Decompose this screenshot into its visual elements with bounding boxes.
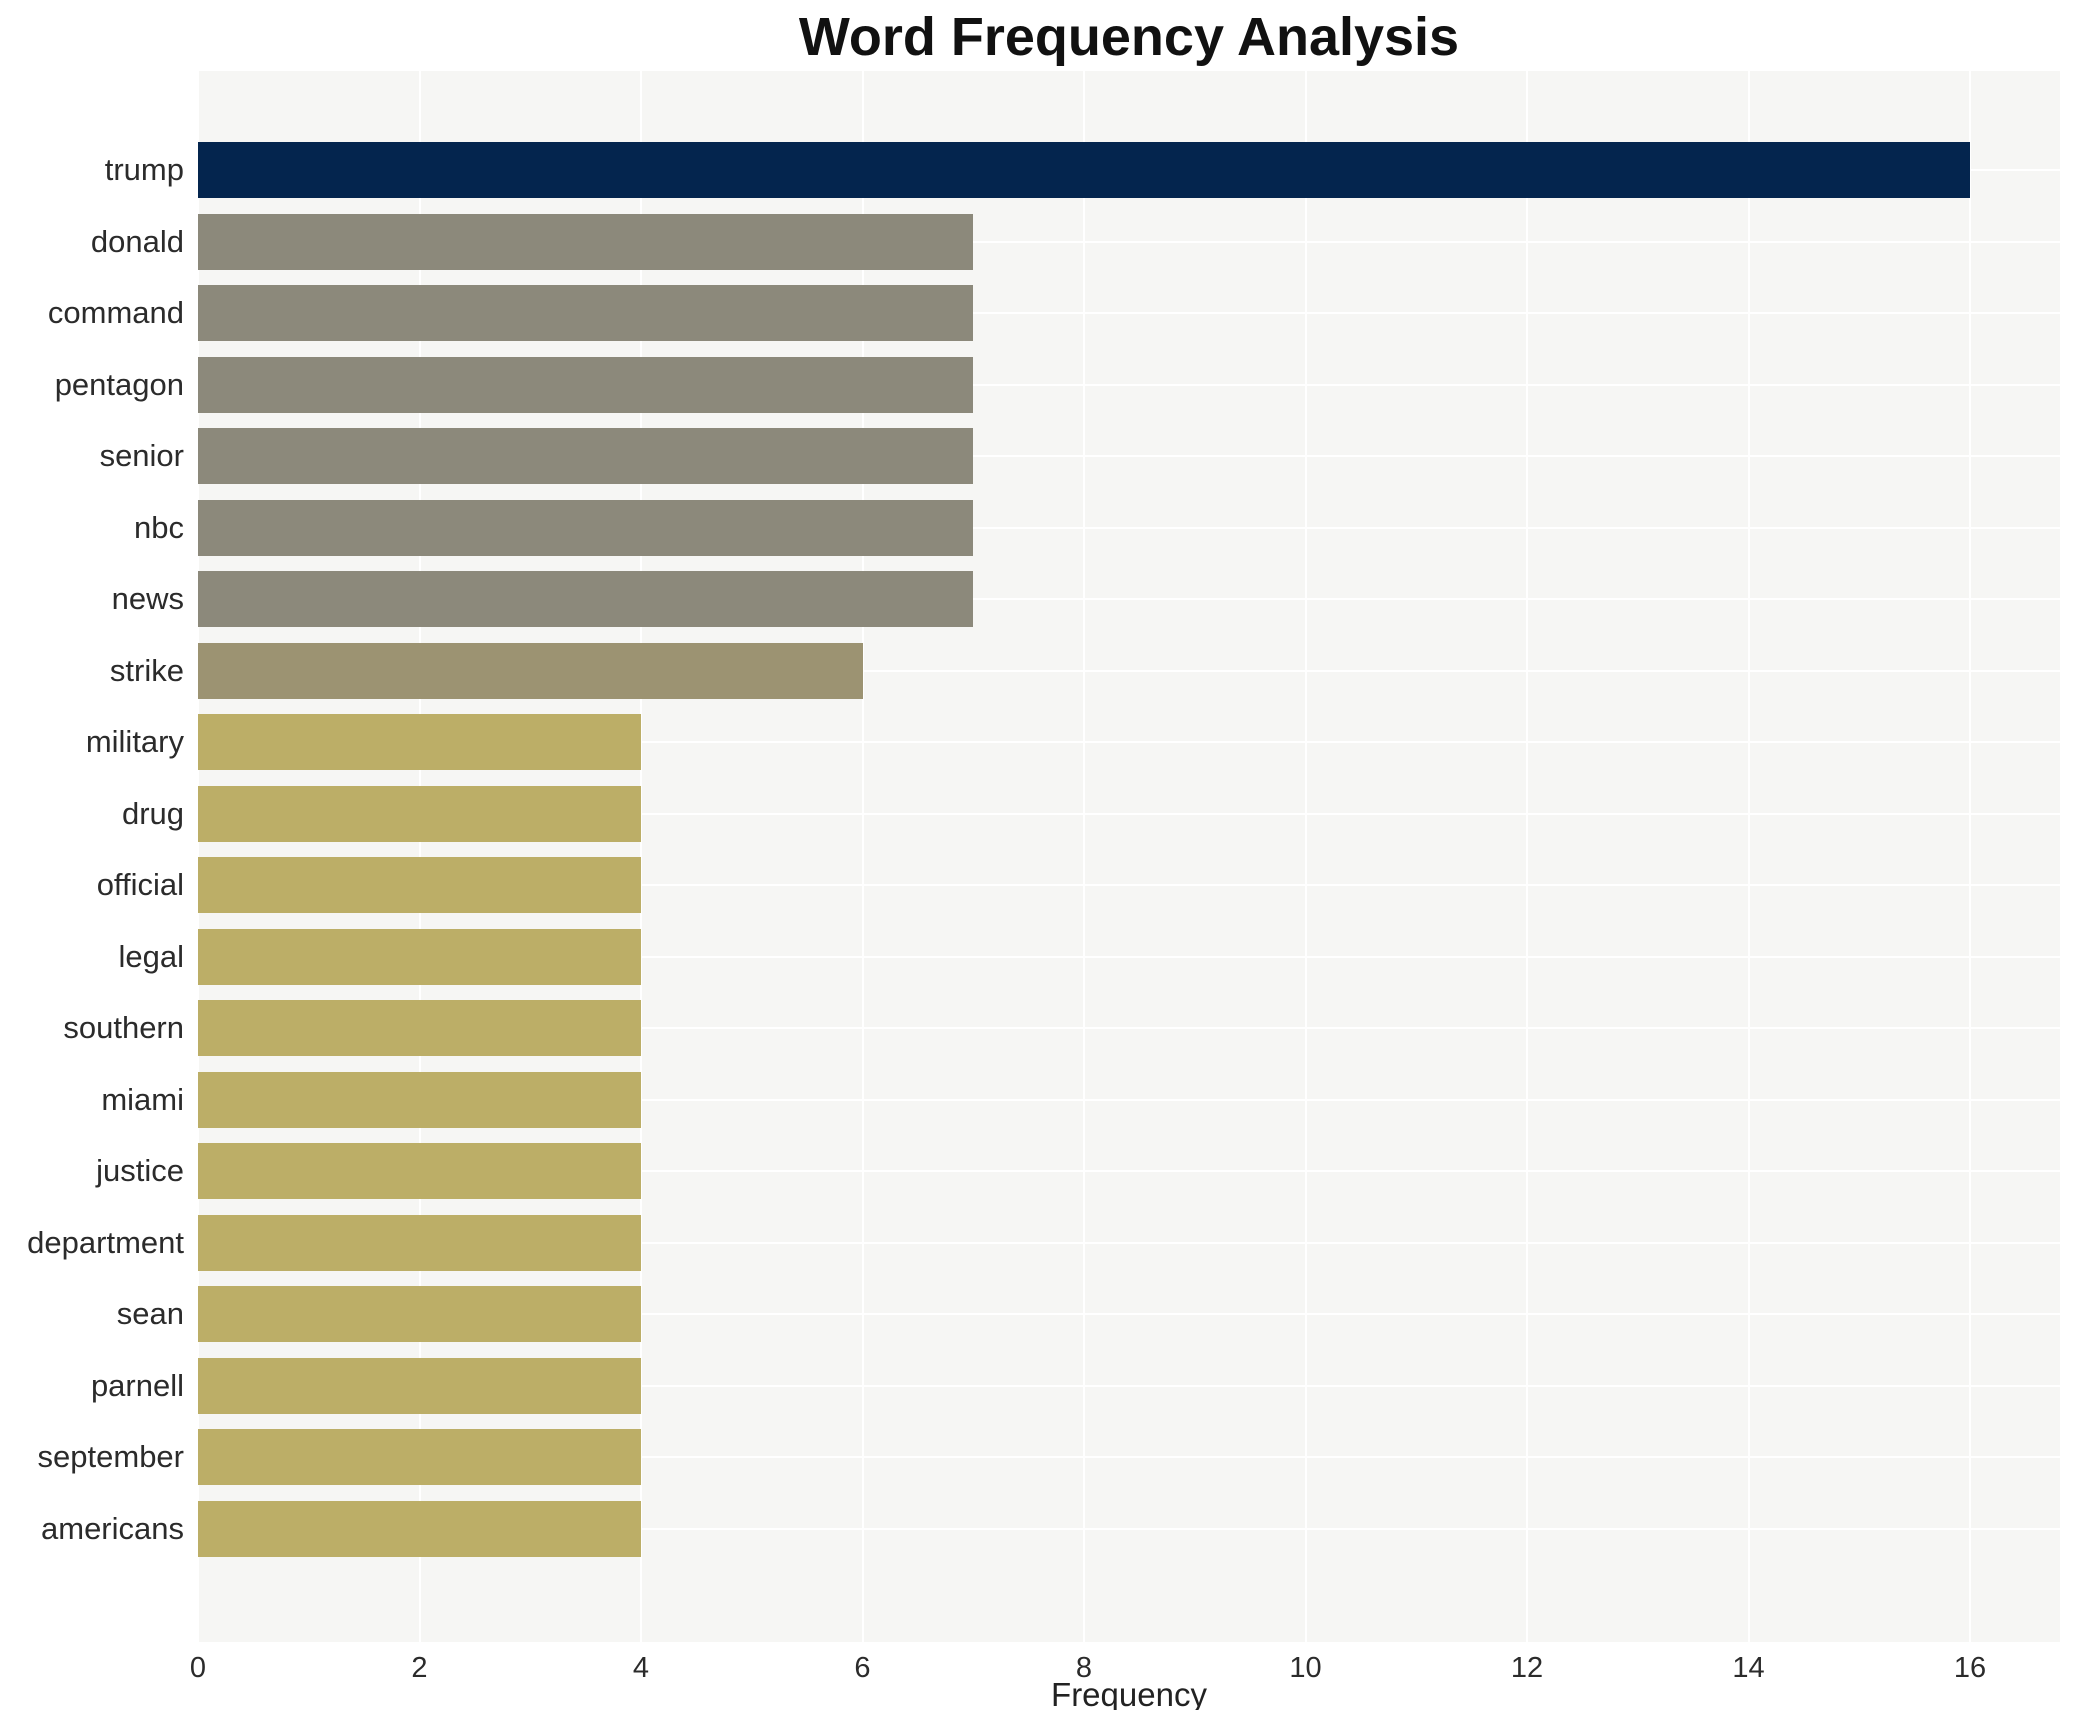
y-tick-label-news: news: [111, 581, 184, 616]
chart-title: Word Frequency Analysis: [798, 7, 1460, 67]
v-gridline-14: [1747, 71, 1750, 1642]
x-tick-label-2: 2: [411, 1652, 428, 1684]
x-tick-label-4: 4: [632, 1652, 650, 1684]
y-tick-label-nbc: nbc: [134, 509, 184, 545]
h-gridline-parnell: [198, 1384, 2060, 1387]
bar-pentagon: [198, 356, 974, 413]
h-gridline-september: [198, 1456, 2060, 1458]
x-tick-label-6: 6: [854, 1652, 871, 1684]
v-gridline-8: [1083, 71, 1085, 1642]
x-tick-label-16: 16: [1953, 1652, 1987, 1684]
v-gridline-0: [197, 71, 199, 1642]
h-gridline-nbc: [198, 526, 2060, 529]
y-tick-label-justice: justice: [96, 1153, 184, 1188]
y-tick-label-sean: sean: [116, 1296, 184, 1331]
bar-military: [198, 714, 641, 770]
h-gridline-department: [198, 1241, 2060, 1244]
y-tick-label-official: official: [96, 867, 184, 902]
y-tick-label-senior: senior: [99, 438, 184, 473]
bar-september: [198, 1429, 641, 1485]
plot-panel: [197, 71, 2060, 1642]
bar-drug: [198, 785, 641, 842]
x-tick-label-8: 8: [1075, 1652, 1093, 1684]
bar-official: [198, 857, 641, 913]
v-gridline-16: [1969, 71, 1971, 1642]
bar-nbc: [198, 499, 974, 556]
h-gridline-strike: [198, 669, 2060, 672]
bar-justice: [198, 1143, 641, 1199]
y-tick-label-military: military: [85, 724, 184, 759]
x-axis-title: Frequency: [1051, 1676, 1207, 1710]
h-gridline-miami: [198, 1098, 2060, 1101]
h-gridline-donald: [198, 240, 2060, 243]
v-gridline-2: [418, 71, 421, 1642]
x-tick-label-14: 14: [1732, 1652, 1765, 1684]
h-gridline-official: [198, 884, 2060, 886]
h-gridline-legal: [198, 955, 2060, 958]
h-gridline-drug: [198, 812, 2060, 815]
bar-strike: [198, 642, 863, 699]
y-tick-label-parnell: parnell: [90, 1367, 184, 1403]
y-tick-label-pentagon: pentagon: [54, 366, 184, 402]
y-tick-label-command: command: [47, 295, 184, 330]
h-gridline-southern: [198, 1027, 2060, 1029]
x-tick-label-0: 0: [189, 1652, 207, 1684]
h-gridline-senior: [198, 455, 2060, 457]
bar-legal: [198, 928, 641, 985]
y-tick-label-americans: americans: [41, 1510, 184, 1546]
v-gridline-10: [1304, 71, 1307, 1642]
bar-sean: [198, 1286, 641, 1342]
y-tick-label-miami: miami: [101, 1081, 184, 1117]
h-gridline-pentagon: [198, 383, 2060, 386]
x-tick-label-12: 12: [1510, 1652, 1544, 1684]
v-gridline-12: [1526, 71, 1528, 1642]
bar-americans: [198, 1500, 641, 1557]
bar-miami: [198, 1071, 641, 1128]
h-gridline-sean: [198, 1313, 2060, 1315]
bar-donald: [198, 213, 974, 270]
y-tick-label-trump: trump: [104, 152, 184, 187]
v-gridline-6: [861, 71, 864, 1642]
bar-parnell: [198, 1357, 641, 1414]
y-tick-label-department: department: [27, 1224, 184, 1260]
bar-command: [198, 285, 974, 341]
h-gridline-news: [198, 598, 2060, 600]
x-tick-label-10: 10: [1289, 1652, 1322, 1684]
h-gridline-military: [198, 741, 2060, 743]
y-tick-label-southern: southern: [63, 1010, 184, 1045]
bar-news: [198, 571, 974, 627]
bar-trump: [198, 142, 1970, 198]
y-tick-label-september: september: [37, 1439, 184, 1474]
bar-southern: [198, 1000, 641, 1056]
bar-department: [198, 1214, 641, 1271]
bar-senior: [198, 428, 974, 484]
y-tick-label-strike: strike: [109, 652, 184, 688]
y-tick-label-legal: legal: [118, 938, 185, 974]
y-tick-label-drug: drug: [121, 795, 184, 831]
h-gridline-command: [198, 312, 2060, 314]
h-gridline-americans: [198, 1527, 2060, 1530]
v-gridline-4: [640, 71, 642, 1642]
h-gridline-justice: [198, 1170, 2060, 1172]
y-tick-label-donald: donald: [90, 223, 184, 259]
